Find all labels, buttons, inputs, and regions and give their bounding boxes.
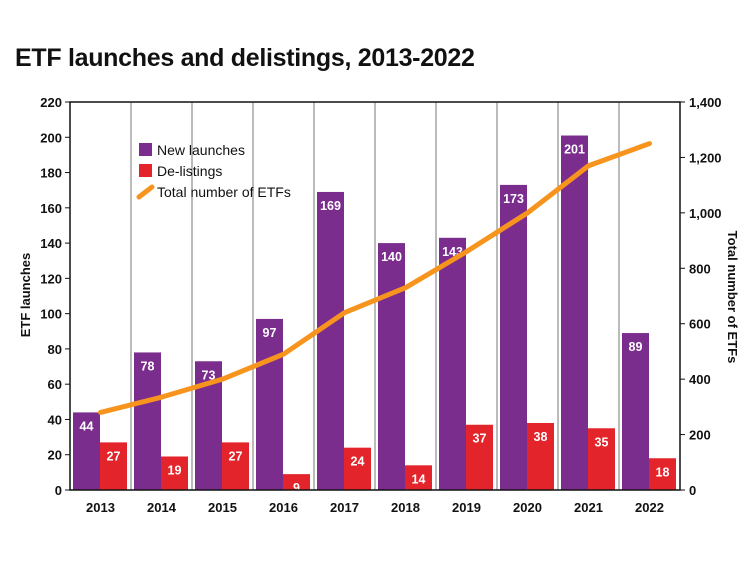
bar-new-launches-2018 bbox=[378, 243, 405, 490]
x-tick-label: 2013 bbox=[86, 500, 115, 515]
legend-swatch-new-launches bbox=[139, 143, 152, 156]
data-label-de-listings-2013: 27 bbox=[107, 449, 121, 463]
bar-de-listings-2020 bbox=[527, 422, 554, 490]
data-label-new-launches-2020: 173 bbox=[503, 192, 524, 206]
legend-label-de-listings: De-listings bbox=[157, 163, 222, 179]
left-tick-label: 220 bbox=[40, 95, 62, 110]
left-tick-label: 180 bbox=[40, 166, 62, 181]
right-axis-ticks: 0 200 400 600 800 1,000 1,200 1,400 bbox=[680, 95, 722, 498]
legend-label-new-launches: New launches bbox=[157, 142, 245, 158]
legend-label-total-etfs: Total number of ETFs bbox=[157, 184, 291, 200]
left-axis-ticks: 0 20 40 60 80 100 120 140 160 180 200 220 bbox=[40, 95, 70, 498]
left-tick-label: 0 bbox=[55, 483, 62, 498]
x-tick-label: 2020 bbox=[513, 500, 542, 515]
data-label-de-listings-2019: 37 bbox=[473, 432, 487, 446]
gridlines bbox=[130, 102, 620, 490]
data-label-new-launches-2014: 78 bbox=[141, 359, 155, 373]
x-tick-label: 2015 bbox=[208, 500, 237, 515]
left-tick-label: 40 bbox=[48, 412, 62, 427]
bar-new-launches-2017 bbox=[317, 191, 344, 491]
bar-de-listings-2018 bbox=[405, 465, 432, 490]
data-label-de-listings-2021: 35 bbox=[595, 435, 609, 449]
x-tick-label: 2021 bbox=[574, 500, 603, 515]
x-tick-label: 2022 bbox=[635, 500, 664, 515]
right-tick-label: 1,000 bbox=[689, 206, 722, 221]
left-tick-label: 120 bbox=[40, 271, 62, 286]
right-tick-label: 600 bbox=[689, 317, 711, 332]
data-label-new-launches-2017: 169 bbox=[320, 199, 341, 213]
y-axis-label: ETF launches bbox=[18, 253, 33, 338]
y2-axis-label: Total number of ETFs bbox=[725, 231, 740, 364]
bar-de-listings-2021 bbox=[588, 428, 615, 490]
bar-de-listings-2017 bbox=[344, 447, 371, 490]
bar-labels: 4427781973279791692414014143371733820135… bbox=[80, 143, 670, 496]
bar-de-listings-2013 bbox=[100, 442, 127, 490]
left-tick-label: 60 bbox=[48, 377, 62, 392]
legend-swatch-total-etfs bbox=[136, 184, 155, 200]
series-line-total-etfs bbox=[98, 141, 652, 415]
right-tick-label: 0 bbox=[689, 483, 696, 498]
x-tick-label: 2018 bbox=[391, 500, 420, 515]
bar-de-listings-2022 bbox=[649, 458, 676, 490]
right-tick-label: 400 bbox=[689, 372, 711, 387]
bar-de-listings-2019 bbox=[466, 424, 493, 490]
bar-new-launches-2020 bbox=[500, 184, 527, 490]
bar-new-launches-2022 bbox=[622, 333, 649, 490]
right-tick-label: 800 bbox=[689, 261, 711, 276]
data-label-new-launches-2016: 97 bbox=[263, 326, 277, 340]
bar-new-launches-2021 bbox=[561, 135, 588, 490]
bar-de-listings-2014 bbox=[161, 456, 188, 490]
plot-frame bbox=[69, 101, 681, 491]
right-tick-label: 1,400 bbox=[689, 95, 722, 110]
bar-new-launches-2014 bbox=[134, 352, 161, 490]
bar-new-launches-2019 bbox=[439, 237, 466, 490]
data-label-new-launches-2015: 73 bbox=[202, 368, 216, 382]
data-label-new-launches-2022: 89 bbox=[629, 340, 643, 354]
x-tick-label: 2016 bbox=[269, 500, 298, 515]
left-tick-label: 20 bbox=[48, 448, 62, 463]
bar-de-listings-2016 bbox=[283, 474, 310, 490]
total-line bbox=[98, 141, 652, 415]
left-tick-label: 200 bbox=[40, 130, 62, 145]
x-tick-label: 2017 bbox=[330, 500, 359, 515]
data-label-de-listings-2022: 18 bbox=[656, 465, 670, 479]
data-label-de-listings-2017: 24 bbox=[351, 455, 365, 469]
left-tick-label: 100 bbox=[40, 307, 62, 322]
legend-swatch-de-listings bbox=[139, 164, 152, 177]
left-tick-label: 80 bbox=[48, 342, 62, 357]
data-label-de-listings-2015: 27 bbox=[229, 449, 243, 463]
plot-border bbox=[69, 101, 681, 491]
bar-new-launches-2013 bbox=[73, 412, 100, 490]
data-label-de-listings-2014: 19 bbox=[168, 463, 182, 477]
right-tick-label: 1,200 bbox=[689, 150, 722, 165]
x-axis-ticks: 2013 2014 2015 2016 2017 2018 2019 2020 2021 2022 bbox=[86, 500, 664, 515]
left-tick-label: 140 bbox=[40, 236, 62, 251]
bar-de-listings-2015 bbox=[222, 442, 249, 490]
left-tick-label: 160 bbox=[40, 201, 62, 216]
data-label-new-launches-2013: 44 bbox=[80, 419, 94, 433]
legend: New launches De-listings Total number of… bbox=[136, 142, 291, 200]
data-label-new-launches-2021: 201 bbox=[564, 143, 585, 157]
right-tick-label: 200 bbox=[689, 428, 711, 443]
data-label-de-listings-2018: 14 bbox=[412, 472, 426, 486]
bars bbox=[73, 135, 676, 491]
x-tick-label: 2014 bbox=[147, 500, 177, 515]
data-label-de-listings-2020: 38 bbox=[534, 430, 548, 444]
bar-new-launches-2016 bbox=[256, 318, 283, 490]
chart-title: ETF launches and delistings, 2013-2022 bbox=[15, 44, 475, 72]
data-label-de-listings-2016: 9 bbox=[293, 481, 300, 495]
data-label-new-launches-2018: 140 bbox=[381, 250, 402, 264]
x-tick-label: 2019 bbox=[452, 500, 481, 515]
